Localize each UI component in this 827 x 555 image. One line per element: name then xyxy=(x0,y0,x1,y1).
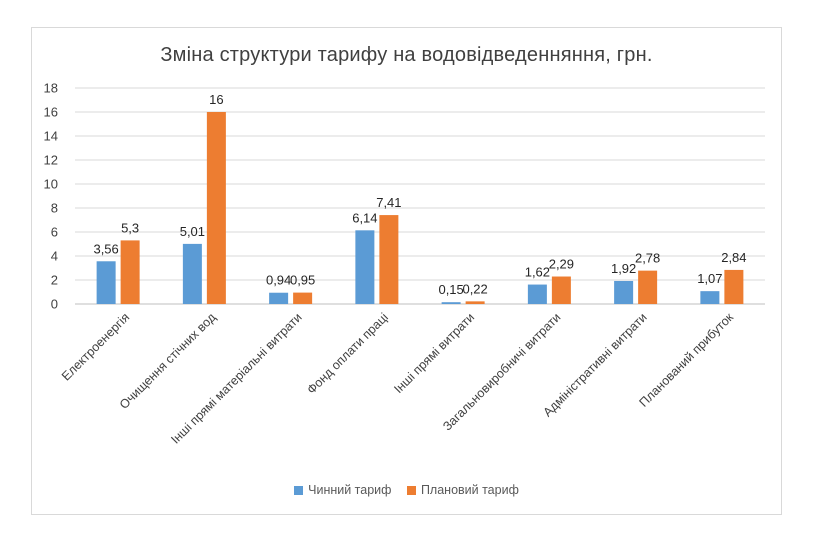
data-label: 0,22 xyxy=(462,281,487,296)
data-label: 5,3 xyxy=(121,220,139,235)
y-tick-label: 10 xyxy=(44,177,58,192)
legend-swatch-current xyxy=(294,485,304,495)
data-label: 2,29 xyxy=(549,257,574,272)
y-tick-label: 6 xyxy=(51,225,58,240)
data-label: 0,94 xyxy=(266,273,291,288)
category-label: Фонд оплати праці xyxy=(304,310,391,397)
data-label: 0,15 xyxy=(438,282,463,297)
data-label: 0,95 xyxy=(290,273,315,288)
y-tick-label: 16 xyxy=(44,105,58,120)
category-label: Інші прямі витрати xyxy=(391,310,477,396)
bar-current xyxy=(700,291,720,304)
y-tick-label: 2 xyxy=(51,273,58,288)
legend: Чинний тариф Плановий тариф xyxy=(32,483,781,498)
bar-planned xyxy=(551,276,571,304)
bar-planned xyxy=(724,269,744,304)
y-tick-label: 8 xyxy=(51,201,58,216)
bar-current xyxy=(269,292,289,304)
bar-current xyxy=(182,243,202,304)
data-label: 2,84 xyxy=(721,250,746,265)
legend-item-planned: Плановий тариф xyxy=(406,483,519,497)
data-label: 1,92 xyxy=(611,261,636,276)
data-label: 3,56 xyxy=(93,241,118,256)
bar-current xyxy=(441,302,461,304)
bar-current xyxy=(96,261,116,304)
bar-current xyxy=(614,280,634,304)
data-label: 16 xyxy=(209,92,223,107)
bar-current xyxy=(527,284,547,304)
data-label: 2,78 xyxy=(635,251,660,266)
category-label: Електроенергія xyxy=(59,310,132,383)
category-label: Очищення стічних вод xyxy=(117,310,219,412)
bar-planned xyxy=(379,215,399,304)
data-label: 1,62 xyxy=(525,265,550,280)
bar-planned xyxy=(120,240,140,304)
data-label: 6,14 xyxy=(352,210,377,225)
data-label: 7,41 xyxy=(376,195,401,210)
y-tick-label: 18 xyxy=(44,81,58,96)
chart-title: Зміна структури тарифу на водовідведення… xyxy=(160,44,653,66)
data-label: 5,01 xyxy=(180,224,205,239)
bar-planned xyxy=(638,270,658,304)
bar-planned xyxy=(206,112,226,304)
bar-planned xyxy=(465,301,485,304)
legend-swatch-planned xyxy=(406,485,416,495)
legend-label-planned: Плановий тариф xyxy=(420,483,519,497)
category-label: Планований прибуток xyxy=(636,310,736,410)
data-label: 1,07 xyxy=(697,271,722,286)
y-tick-label: 12 xyxy=(44,153,58,168)
y-tick-label: 4 xyxy=(51,249,58,264)
legend-label-current: Чинний тариф xyxy=(308,483,392,497)
legend-item-current: Чинний тариф xyxy=(294,483,391,497)
y-tick-label: 0 xyxy=(51,297,58,312)
bar-current xyxy=(355,230,375,304)
bar-planned xyxy=(293,292,313,304)
y-tick-label: 14 xyxy=(44,129,58,144)
